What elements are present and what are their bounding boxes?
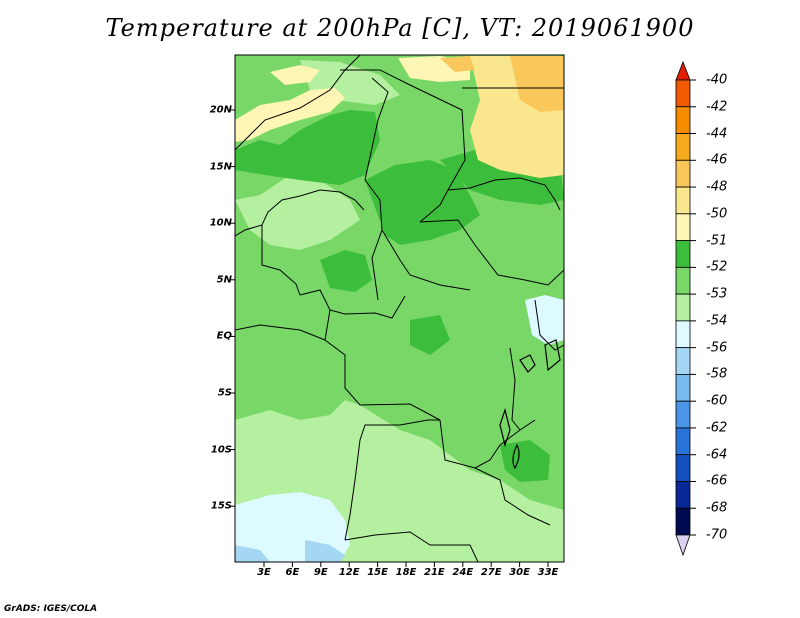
- lat-label: 5S: [217, 387, 232, 399]
- lon-label: 15E: [367, 567, 388, 578]
- colorbar-label: -68: [706, 500, 728, 516]
- colorbar-label: -54: [706, 313, 728, 329]
- lake-shore: [499, 407, 511, 448]
- lon-label: 24E: [452, 567, 474, 578]
- lon-label: 6E: [285, 567, 300, 578]
- temperature-region-pale: [270, 65, 320, 85]
- lat-label: 10S: [210, 444, 232, 456]
- country-borders: [235, 55, 564, 562]
- border-line: [235, 189, 365, 237]
- colorbar-label: -50: [706, 206, 728, 222]
- colorbar-label: -51: [706, 233, 728, 249]
- lon-label: 12E: [338, 567, 360, 578]
- colorbar-label: -44: [706, 126, 728, 142]
- border-line: [509, 347, 521, 431]
- colorbar-segment: [675, 186, 691, 215]
- colorbar-segment: [675, 240, 691, 268]
- colorbar: [675, 60, 696, 557]
- colorbar-segment: [675, 159, 691, 188]
- longitude-ticks: [263, 562, 549, 567]
- lake-shore: [519, 354, 536, 373]
- temperature-region-sky: [235, 545, 270, 562]
- colorbar-label: -64: [706, 447, 728, 463]
- colorbar-label: -60: [706, 393, 728, 409]
- lon-label: 33E: [537, 567, 559, 578]
- colorbar-label: -52: [706, 259, 728, 275]
- credit-text: GrADS: IGES/COLA: [4, 604, 98, 614]
- colorbar-segment: [675, 266, 691, 295]
- temperature-region-orange: [510, 56, 564, 112]
- colorbar-label: -46: [706, 152, 728, 168]
- lake-shore: [544, 339, 561, 372]
- colorbar-label: -42: [706, 99, 728, 115]
- border-line: [235, 55, 361, 151]
- border-line: [364, 77, 389, 301]
- temperature-field: [235, 55, 564, 562]
- latitude-ticks: [230, 109, 235, 507]
- temperature-region-ice: [525, 295, 564, 345]
- lon-label: 27E: [480, 567, 502, 578]
- lon-label: 21E: [424, 567, 445, 578]
- lakes: [499, 339, 561, 470]
- colorbar-segment: [675, 320, 691, 349]
- temperature-region-dark: [235, 110, 380, 185]
- border-line: [344, 419, 440, 541]
- lon-label: 3E: [257, 567, 271, 578]
- lat-label: 20N: [209, 104, 232, 116]
- colorbar-label: -70: [706, 527, 728, 543]
- colorbar-segment: [675, 347, 691, 375]
- map-title: Temperature at 200hPa [C], VT: 201906190…: [105, 14, 695, 42]
- border-line: [344, 531, 479, 562]
- colorbar-label: -62: [706, 420, 728, 436]
- lon-label: 9E: [313, 567, 328, 578]
- lat-label: 15S: [210, 500, 232, 512]
- border-line: [447, 177, 561, 211]
- temperature-region-dark: [410, 315, 450, 355]
- colorbar-segment: [675, 293, 691, 322]
- temperature-region-orange: [440, 56, 475, 72]
- colorbar-cap-top: [675, 60, 691, 81]
- lat-label: 15N: [209, 161, 232, 173]
- temperature-region-light: [235, 175, 360, 250]
- colorbar-cap-bottom: [675, 534, 691, 557]
- map-frame: [234, 54, 565, 563]
- temperature-region-dark: [365, 160, 480, 245]
- lon-label: 18E: [395, 567, 417, 578]
- lon-label: 30E: [509, 567, 530, 578]
- colorbar-segment: [675, 400, 691, 429]
- temperature-region-dark: [320, 250, 372, 292]
- temperature-region-pale: [235, 88, 345, 142]
- colorbar-label: -48: [706, 179, 728, 195]
- lat-label: EQ: [216, 330, 232, 342]
- colorbar-label: -66: [706, 473, 728, 489]
- colorbar-segment: [675, 79, 691, 108]
- temperature-region-sky: [305, 540, 345, 562]
- lat-label: 5N: [216, 274, 232, 286]
- colorbar-segment: [675, 481, 691, 509]
- lake-shore: [512, 443, 520, 470]
- border-line: [235, 324, 326, 341]
- colorbar-segment: [675, 374, 691, 402]
- temperature-region-dark: [500, 440, 550, 482]
- colorbar-segment: [675, 427, 691, 456]
- colorbar-segment: [675, 507, 691, 536]
- colorbar-segment: [675, 454, 691, 482]
- border-line: [261, 225, 301, 296]
- colorbar-segment: [675, 213, 691, 241]
- border-line: [381, 229, 471, 291]
- border-line: [340, 69, 466, 223]
- border-line: [534, 299, 564, 351]
- colorbar-segment: [675, 133, 691, 161]
- temperature-region-light: [370, 440, 440, 500]
- colorbar-label: -40: [706, 72, 728, 88]
- border-line: [299, 289, 406, 319]
- lat-label: 10N: [209, 217, 232, 229]
- colorbar-segment: [675, 106, 691, 134]
- colorbar-label: -53: [706, 286, 728, 302]
- colorbar-label: -58: [706, 366, 728, 382]
- border-line: [474, 467, 551, 526]
- border-line: [419, 219, 564, 286]
- colorbar-label: -56: [706, 340, 728, 356]
